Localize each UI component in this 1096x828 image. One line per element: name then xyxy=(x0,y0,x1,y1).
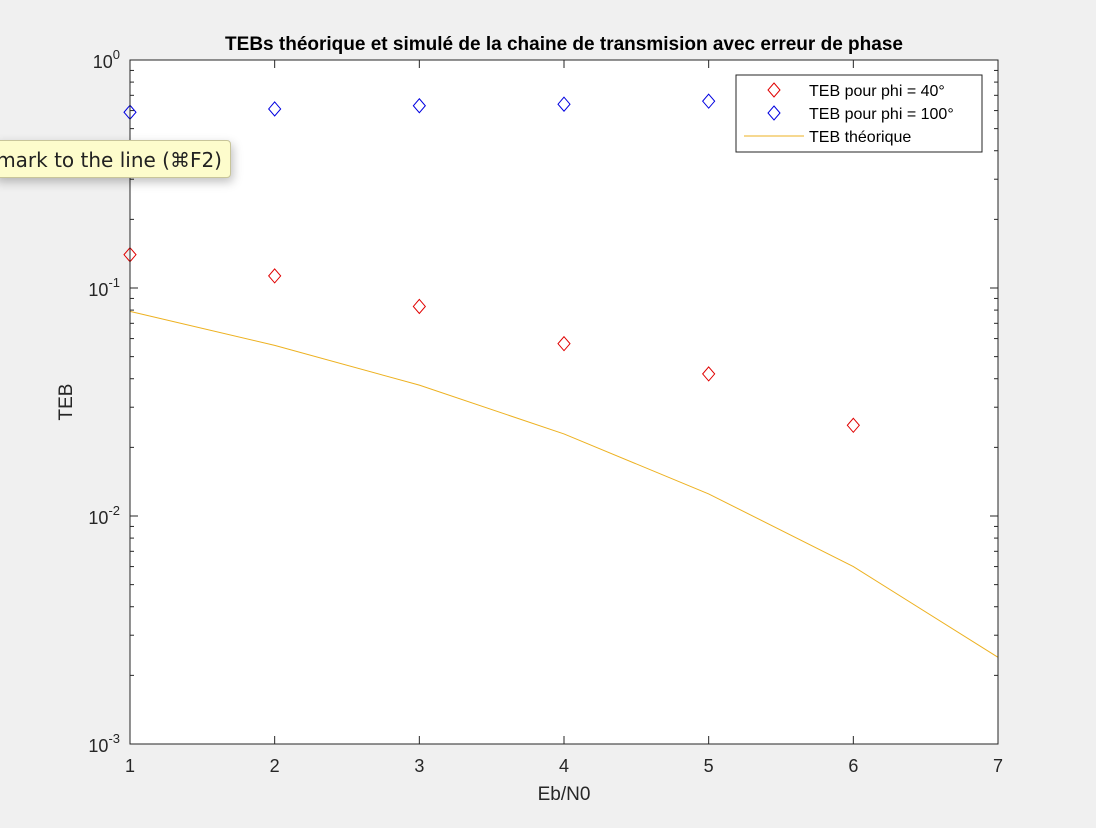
data-point-series-1 xyxy=(557,335,571,352)
legend-swatch xyxy=(767,105,781,121)
legend-label: TEB théorique xyxy=(809,129,911,146)
legend-label: TEB pour phi = 100° xyxy=(809,106,954,123)
y-tick-label: 10-2 xyxy=(88,503,120,528)
x-tick-label: 6 xyxy=(848,756,858,776)
x-tick-label: 5 xyxy=(704,756,714,776)
plot-area xyxy=(123,93,999,658)
axes-background xyxy=(130,60,998,744)
y-axis-label: TEB xyxy=(56,384,77,421)
chart-title: TEBs théorique et simulé de la chaine de… xyxy=(225,34,903,55)
y-tick-label: 100 xyxy=(93,47,120,72)
tooltip: mark to the line (⌘F2) xyxy=(0,140,231,178)
legend-swatch xyxy=(767,82,781,98)
data-point-series-1 xyxy=(268,268,282,284)
series-line-theorique xyxy=(129,310,999,658)
x-axis-label: Eb/N0 xyxy=(538,784,591,805)
data-point-series-2 xyxy=(557,96,571,112)
x-tick-label: 7 xyxy=(993,756,1003,776)
x-tick-label: 4 xyxy=(559,756,569,776)
y-tick-label: 10-1 xyxy=(88,275,120,300)
axes-box xyxy=(129,59,999,745)
legend-box xyxy=(735,74,983,153)
legend[interactable]: TEB pour phi = 40° TEB pour phi = 100° TEB… xyxy=(735,74,983,153)
data-point-series-1 xyxy=(412,298,426,315)
data-point-series-2 xyxy=(412,97,426,114)
tooltip-text: mark to the line (⌘F2) xyxy=(0,148,222,172)
data-point-series-2 xyxy=(268,101,282,117)
y-tick-label: 10-3 xyxy=(88,731,120,756)
x-tick-label: 3 xyxy=(414,756,424,776)
legend-label: TEB pour phi = 40° xyxy=(809,83,945,100)
axis-tick-labels: 1 2 3 4 5 6 7 100 10-1 10-2 10-3 xyxy=(88,47,1003,776)
x-tick-label: 2 xyxy=(270,756,280,776)
data-point-series-1 xyxy=(702,366,716,382)
data-point-series-2 xyxy=(702,93,716,109)
x-tick-label: 1 xyxy=(125,756,135,776)
data-point-series-1 xyxy=(846,417,860,434)
